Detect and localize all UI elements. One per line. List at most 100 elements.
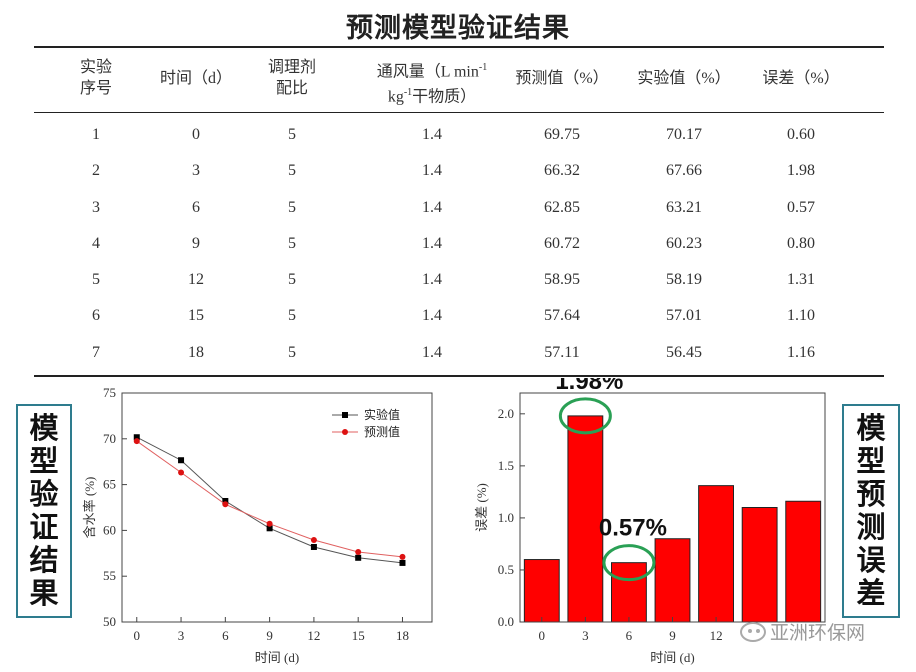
- table-cell: 66.32: [544, 162, 580, 180]
- table-cell: 5: [288, 234, 296, 252]
- table-cell: 15: [188, 307, 204, 325]
- table-cell: 0.57: [787, 198, 815, 216]
- error-bar: [698, 485, 734, 623]
- x-tick-label: 3: [582, 628, 589, 643]
- watermark-text: 亚洲环保网: [770, 622, 866, 644]
- data-point: [133, 434, 140, 441]
- table-header: 实验 序号 时间（d） 调理剂 配比 通风量（L min-1 kg-1干物质） 预测值（%） 实…: [34, 48, 884, 112]
- error-bar: [611, 562, 647, 623]
- x-tick-label: 18: [396, 628, 409, 643]
- table-cell: 1.4: [422, 271, 442, 289]
- series-line: [136, 436, 403, 564]
- table-cell: 5: [288, 162, 296, 180]
- error-bar: [567, 415, 604, 623]
- table-cell: 5: [288, 198, 296, 216]
- table-cell: 1: [92, 126, 100, 143]
- y-tick-label: 0.0: [498, 614, 514, 629]
- table-header-cell: 预测值（%）: [515, 70, 609, 87]
- data-point: [266, 520, 273, 527]
- table-cell: 7: [92, 343, 100, 361]
- highlight-ellipse: [558, 397, 612, 435]
- table-cell: 5: [288, 126, 296, 143]
- plot-frame: [121, 392, 433, 623]
- x-axis-label: 时间 (d): [255, 650, 299, 665]
- data-point: [133, 438, 140, 445]
- y-tick-label: 55: [103, 568, 116, 583]
- table-row: 1 0 5 1.4 69.75 70.17 0.60: [34, 117, 884, 153]
- side-label-char: 差: [856, 576, 886, 610]
- data-point: [399, 553, 406, 560]
- side-label-char: 测: [856, 510, 886, 544]
- table-bottom-rule: [34, 375, 884, 378]
- table-cell: 1.4: [422, 162, 442, 180]
- x-axis-label: 时间 (d): [650, 650, 694, 665]
- y-axis-label: 误差 (%): [474, 483, 489, 532]
- side-label-char: 模: [856, 411, 886, 445]
- table-cell: 1.4: [422, 307, 442, 325]
- table-cell: 1.4: [422, 343, 442, 361]
- model-error-label: 模型预测误差: [842, 404, 900, 618]
- side-label-char: 验: [29, 477, 59, 511]
- data-point: [310, 543, 317, 550]
- x-tick-label: 9: [266, 628, 273, 643]
- data-point: [222, 501, 229, 508]
- table-cell: 0.60: [787, 126, 815, 143]
- y-tick-label: 70: [103, 431, 116, 446]
- table-cell: 60.72: [544, 234, 580, 252]
- table-cell: 58.19: [666, 271, 702, 289]
- table-header-rule: [34, 112, 884, 113]
- y-tick-label: 0.5: [498, 562, 514, 577]
- table-row: 6 15 5 1.4 57.64 57.01 1.10: [34, 298, 884, 334]
- table-header-cell: 时间（d）: [159, 70, 232, 87]
- data-point: [222, 497, 229, 504]
- table-cell: 5: [288, 271, 296, 289]
- y-tick-label: 65: [103, 477, 116, 492]
- table-row: 4 9 5 1.4 60.72 60.23 0.80: [34, 226, 884, 262]
- side-label-char: 误: [856, 543, 886, 577]
- table-cell: 62.85: [544, 198, 580, 216]
- table-cell: 63.21: [666, 198, 702, 216]
- x-tick-label: 3: [178, 628, 185, 643]
- y-tick-label: 1.5: [498, 458, 514, 473]
- table-cell: 69.75: [544, 126, 580, 143]
- table-cell: 18: [188, 343, 204, 361]
- table-cell: 4: [92, 234, 100, 252]
- table-cell: 1.16: [787, 343, 815, 361]
- table-cell: 5: [288, 343, 296, 361]
- table-cell: 3: [92, 198, 100, 216]
- table-cell: 1.4: [422, 126, 442, 143]
- table-header-cell: 调理剂 配比: [267, 59, 316, 97]
- error-bar: [523, 559, 560, 623]
- table-cell: 60.23: [666, 234, 702, 252]
- y-tick-label: 60: [103, 522, 116, 537]
- annotation-label: 1.98%: [555, 378, 623, 395]
- table-cell: 1.4: [422, 198, 442, 216]
- side-label-char: 型: [856, 444, 886, 478]
- side-label-char: 证: [29, 510, 59, 544]
- table-cell: 58.95: [544, 271, 580, 289]
- x-tick-label: 9: [669, 628, 676, 643]
- x-tick-label: 12: [710, 628, 723, 643]
- table-cell: 6: [192, 198, 200, 216]
- data-point: [266, 525, 273, 532]
- table-body: 1 0 5 1.4 69.75 70.17 0.60 2 3 5 1.4 66.32 67.66 1.98…: [34, 113, 884, 375]
- moisture-line-chart: 50 55 60 65 70 75 0 3 6 9 12 15 18 时间 (d) 含水率 (%) 实验值预测…: [82, 385, 433, 665]
- table-cell: 57.11: [544, 343, 580, 361]
- y-tick-label: 75: [103, 385, 116, 400]
- table-cell: 5: [92, 271, 100, 289]
- table-cell: 1.4: [422, 234, 442, 252]
- table-cell: 0: [192, 126, 200, 143]
- data-point: [355, 549, 362, 556]
- table-header-cell: 通风量（L min-1 kg-1干物质）: [376, 62, 488, 106]
- y-tick-label: 2.0: [498, 406, 514, 421]
- table-row: 7 18 5 1.4 57.11 56.45 1.16: [34, 335, 884, 371]
- table-cell: 9: [192, 234, 200, 252]
- table-cell: 1.31: [787, 271, 815, 289]
- wechat-icon: [740, 621, 766, 642]
- x-tick-label: 0: [539, 628, 546, 643]
- x-tick-label: 6: [222, 628, 229, 643]
- side-label-char: 型: [29, 444, 59, 478]
- table-cell: 0.80: [787, 234, 815, 252]
- side-label-char: 果: [29, 576, 59, 610]
- data-point: [178, 469, 185, 476]
